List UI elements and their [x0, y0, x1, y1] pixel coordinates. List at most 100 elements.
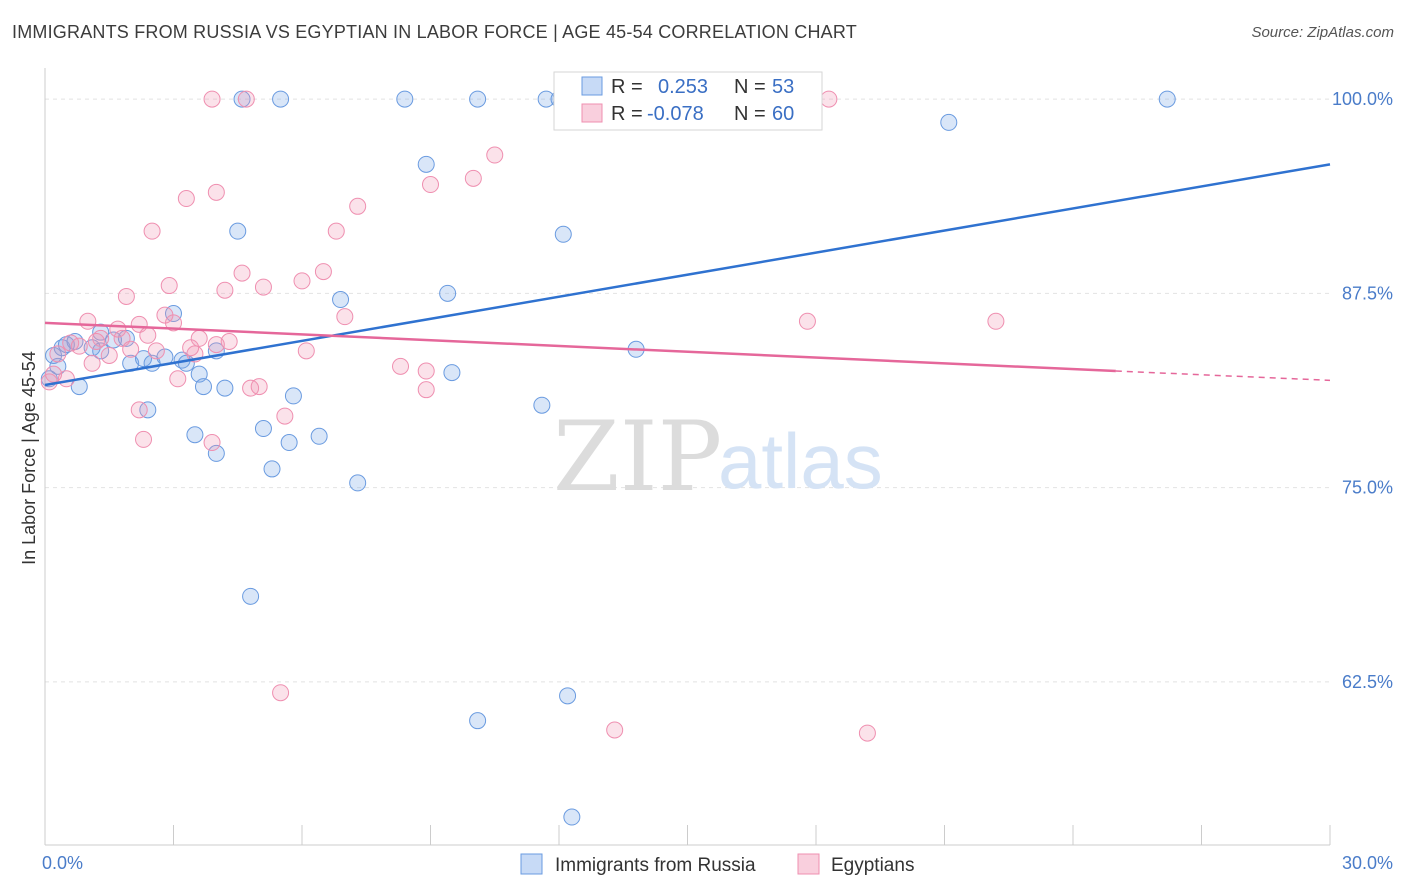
- data-point: [469, 712, 487, 730]
- data-point: [92, 342, 110, 360]
- series-legend-label-egyptians: Egyptians: [831, 855, 914, 876]
- data-point: [417, 155, 435, 173]
- data-point: [143, 222, 161, 240]
- series-0-points: [40, 90, 1176, 826]
- data-point: [70, 337, 88, 355]
- data-point: [464, 169, 482, 187]
- data-point: [169, 370, 187, 388]
- data-point: [606, 721, 624, 739]
- data-point: [87, 333, 105, 351]
- data-point: [242, 379, 260, 397]
- data-point: [83, 354, 101, 372]
- data-point: [272, 684, 290, 702]
- data-point: [254, 278, 272, 296]
- legend-r-value-egyptians: -0.078: [647, 103, 704, 125]
- data-point: [443, 364, 461, 382]
- data-point: [327, 222, 345, 240]
- y-tick-label: 87.5%: [1342, 283, 1393, 303]
- data-point: [117, 287, 135, 305]
- data-point: [233, 264, 251, 282]
- data-point: [310, 427, 328, 445]
- legend-swatch-russia: [581, 76, 603, 96]
- data-point: [165, 305, 182, 323]
- data-point: [79, 312, 97, 330]
- data-point: [1158, 90, 1176, 108]
- data-point: [49, 345, 67, 363]
- data-point: [349, 197, 367, 215]
- stats-legend: R = 0.253 N = 53 R = -0.078 N = 60: [553, 71, 823, 131]
- data-point: [130, 401, 148, 419]
- data-point: [242, 587, 260, 605]
- data-point: [563, 808, 581, 826]
- data-point: [417, 362, 435, 380]
- data-point: [122, 340, 140, 358]
- data-point: [272, 90, 290, 108]
- data-point: [469, 90, 487, 108]
- legend-n-label-russia: N =: [734, 76, 766, 98]
- data-point: [276, 407, 294, 425]
- data-point: [186, 426, 204, 444]
- x-tick-label: 0.0%: [42, 853, 83, 873]
- data-point: [336, 308, 354, 326]
- y-tick-labels: 100.0% 87.5% 75.0% 62.5%: [1332, 89, 1393, 692]
- y-tick-label: 100.0%: [1332, 89, 1393, 109]
- y-axis-title: In Labor Force | Age 45-54: [19, 351, 39, 565]
- data-point: [57, 370, 75, 388]
- data-point: [233, 90, 251, 108]
- watermark: ZIP atlas: [553, 401, 883, 513]
- data-point: [396, 90, 414, 108]
- data-point: [216, 281, 234, 299]
- data-point: [165, 314, 182, 332]
- data-point: [250, 378, 268, 396]
- watermark-atlas: atlas: [718, 417, 883, 505]
- data-point: [332, 291, 350, 309]
- data-point: [203, 90, 221, 108]
- legend-r-label-egyptians: R =: [611, 103, 643, 125]
- data-point: [439, 284, 457, 302]
- data-point: [858, 724, 876, 742]
- data-point: [207, 183, 225, 201]
- data-point: [297, 342, 315, 360]
- watermark-zip: ZIP: [553, 401, 722, 513]
- source-label: Source: ZipAtlas.com: [1251, 24, 1394, 41]
- data-point: [49, 357, 67, 375]
- data-point: [798, 312, 816, 330]
- data-point: [237, 90, 255, 108]
- legend-r-value-russia: 0.253: [658, 76, 708, 98]
- data-point: [229, 222, 247, 240]
- legend-n-value-russia: 53: [772, 76, 794, 98]
- data-point: [160, 277, 178, 295]
- data-point: [194, 378, 212, 396]
- y-tick-label: 75.0%: [1342, 478, 1393, 498]
- data-point: [254, 420, 272, 438]
- data-point: [203, 434, 221, 452]
- data-point: [117, 329, 135, 347]
- data-point: [147, 342, 165, 360]
- x-tick-label: 30.0%: [1342, 853, 1393, 873]
- data-point: [45, 365, 63, 383]
- axes: [44, 68, 1331, 846]
- data-point: [182, 339, 200, 357]
- data-point: [280, 434, 298, 452]
- series-legend: Immigrants from Russia Egyptians: [520, 853, 914, 876]
- legend-n-label-egyptians: N =: [734, 103, 766, 125]
- trend-line-series-0: [44, 163, 1331, 387]
- legend-swatch-egyptians: [581, 103, 603, 123]
- series-legend-swatch-russia: [520, 853, 543, 875]
- data-point: [392, 357, 410, 375]
- data-point: [533, 396, 551, 414]
- data-point: [135, 350, 153, 368]
- data-point: [177, 190, 195, 208]
- data-point: [314, 263, 332, 281]
- data-point: [139, 401, 157, 419]
- data-point: [284, 387, 302, 405]
- data-point: [486, 146, 504, 164]
- series-legend-swatch-egyptians: [797, 853, 820, 875]
- data-point: [940, 113, 958, 131]
- data-point: [139, 326, 157, 344]
- data-point: [207, 444, 225, 462]
- data-point: [820, 90, 838, 108]
- data-point: [987, 312, 1005, 330]
- y-tick-label: 62.5%: [1342, 672, 1393, 692]
- data-point: [100, 346, 118, 364]
